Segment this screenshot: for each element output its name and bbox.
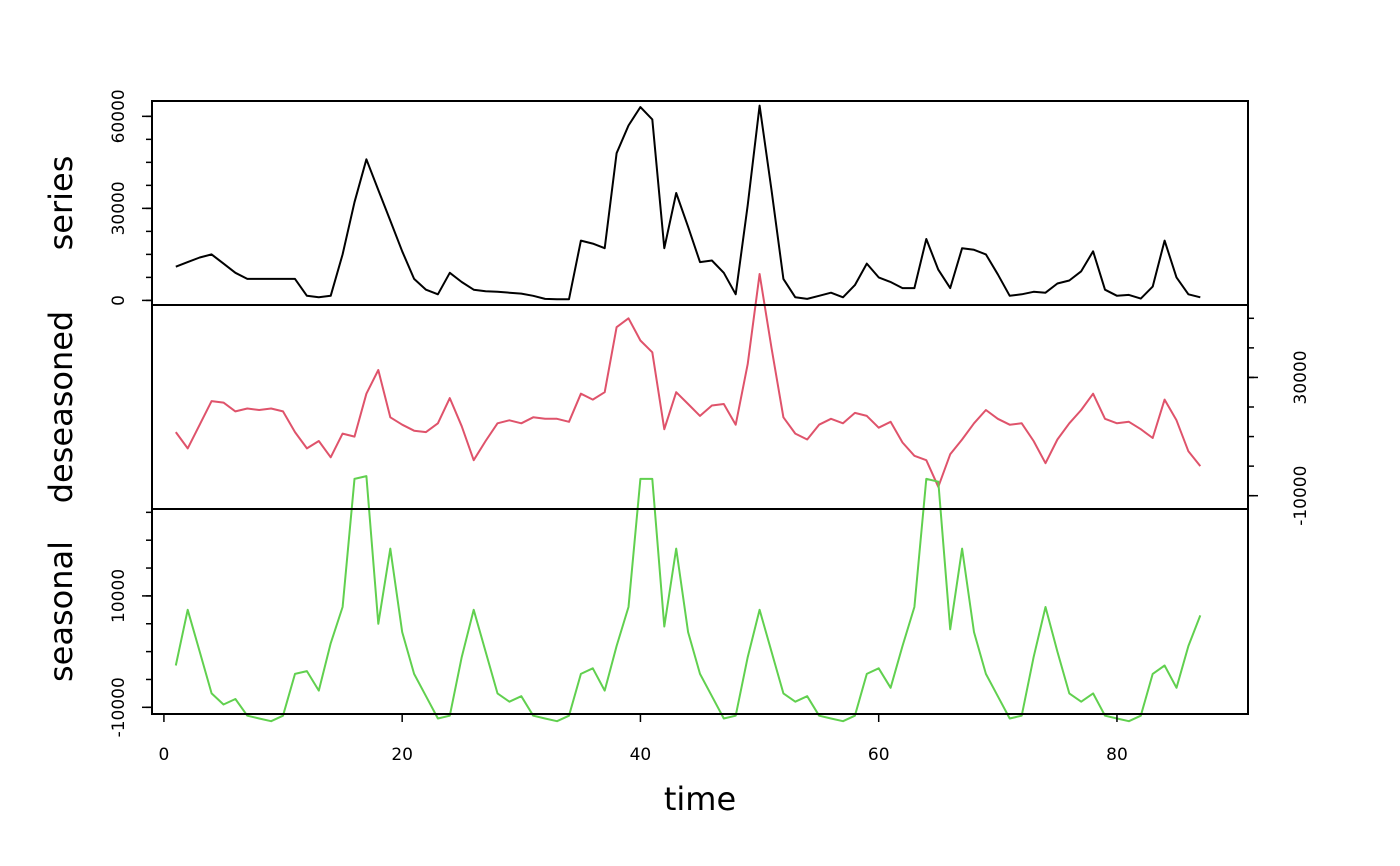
deseasoned-y-tick-label: 30000 xyxy=(1291,350,1311,404)
deseasoned-y-tick-label: -10000 xyxy=(1291,466,1311,526)
series-y-tick-label: 0 xyxy=(109,295,129,306)
series-frame xyxy=(151,100,1249,306)
deseasoned-panel-title: deseasoned xyxy=(42,311,80,504)
chart-panels: 03000060000series-1000030000deseasoned-1… xyxy=(42,89,1311,737)
x-axis-title: time xyxy=(664,780,736,818)
panel-seasonal: -10000 10000 seasonal xyxy=(42,475,1249,737)
seasonal-frame xyxy=(151,508,1249,715)
seasonal-line xyxy=(174,475,1202,723)
x-tick-label: 0 xyxy=(158,745,169,765)
deseasoned-line xyxy=(174,273,1202,488)
series-y-tick-label: 60000 xyxy=(109,89,129,143)
series-panel-title: series xyxy=(42,156,80,251)
x-tick-label: 40 xyxy=(630,745,652,765)
seasonal-y-tick-label: -10000 xyxy=(109,677,129,737)
panel-series: 0 30000 60000 series xyxy=(42,89,1249,306)
x-tick-label: 20 xyxy=(391,745,413,765)
x-tick-label: 80 xyxy=(1106,745,1128,765)
x-axis: 0 20 40 60 80 xyxy=(158,714,1128,765)
series-line xyxy=(175,104,1201,301)
panel-deseasoned: -10000 30000 deseasoned xyxy=(42,273,1311,526)
series-y-tick-label: 30000 xyxy=(109,181,129,235)
seasonal-panel-title: seasonal xyxy=(42,541,80,682)
seasonal-y-tick-label: 10000 xyxy=(109,569,129,623)
x-tick-label: 60 xyxy=(868,745,890,765)
